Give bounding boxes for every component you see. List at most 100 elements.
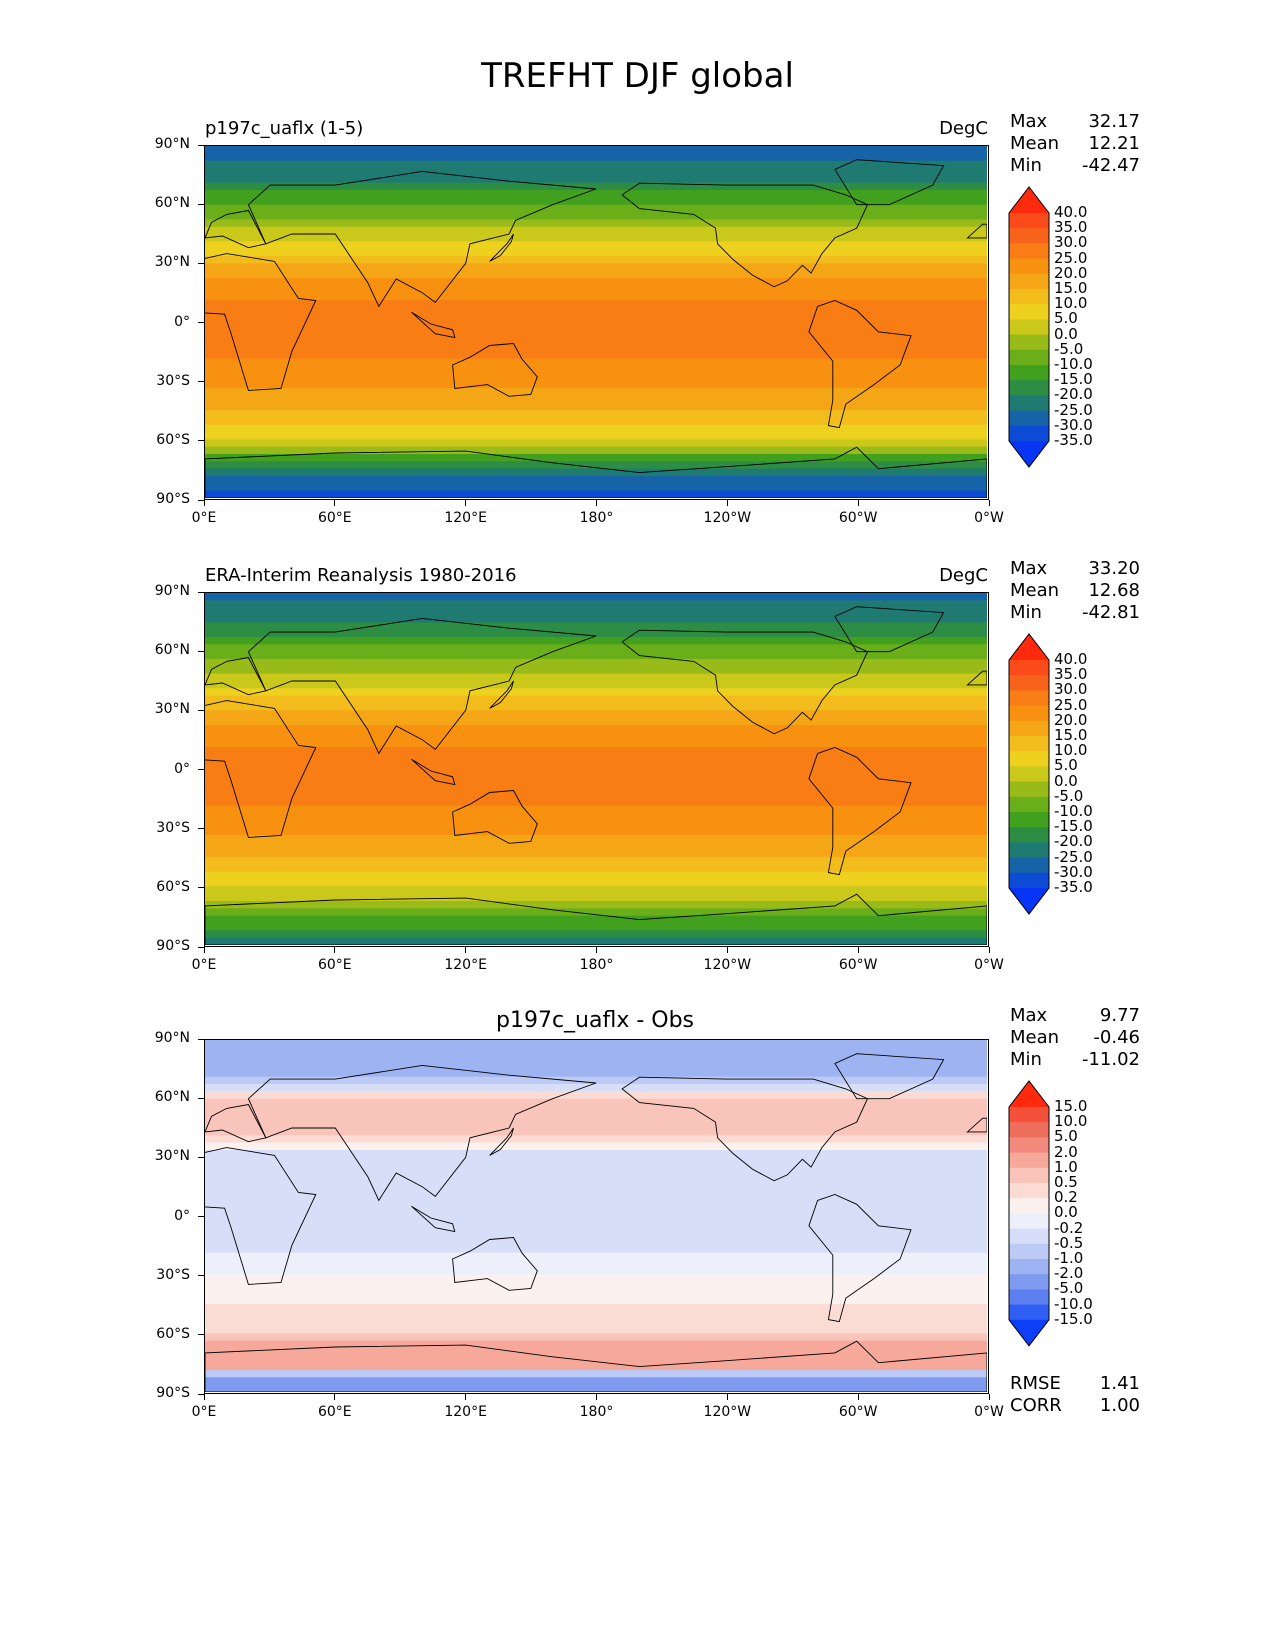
colorbar-segment	[1009, 842, 1049, 859]
latitude-band	[205, 468, 987, 477]
latitude-band	[205, 1186, 987, 1195]
map-field	[205, 146, 987, 498]
stat-mean: Mean -0.46	[1010, 1027, 1140, 1048]
latitude-band	[205, 695, 987, 704]
colorbar-outline	[1008, 1080, 1050, 1347]
x-tick-mark	[596, 500, 597, 506]
figure-title: TREFHT DJF global	[481, 56, 794, 96]
latitude-band	[205, 1150, 987, 1158]
x-tick-label: 60°W	[838, 510, 878, 526]
latitude-band	[205, 842, 987, 851]
x-tick-label: 60°W	[838, 1404, 878, 1420]
latitude-band	[205, 1069, 987, 1078]
x-tick-mark	[203, 947, 205, 953]
latitude-band	[205, 651, 987, 660]
latitude-band	[205, 600, 987, 609]
y-tick-label: 90°S	[156, 491, 190, 507]
x-tick-label: 120°E	[444, 1404, 487, 1420]
x-tick-mark	[988, 947, 990, 953]
colorbar-tick-label: 15.0	[1054, 279, 1088, 297]
colorbar-segment	[1009, 1107, 1049, 1123]
latitude-band	[205, 1384, 987, 1392]
coastline	[205, 1147, 317, 1285]
panel-1-title: p197c_uaflx (1-5)	[205, 118, 364, 139]
coastline	[205, 1103, 267, 1143]
latitude-band	[205, 490, 987, 498]
latitude-band	[205, 454, 987, 462]
latitude-band	[205, 732, 987, 741]
colorbar-segment	[1009, 1259, 1049, 1275]
latitude-band	[205, 402, 987, 411]
latitude-band	[205, 725, 987, 733]
latitude-band	[205, 739, 987, 748]
colorbar-segment	[1009, 395, 1049, 412]
y-tick-mark	[198, 887, 204, 889]
latitude-band	[205, 1326, 987, 1334]
y-tick-mark	[198, 1393, 204, 1395]
colorbar-segment	[1009, 766, 1049, 783]
latitude-band	[205, 190, 987, 198]
latitude-band	[205, 820, 987, 829]
latitude-band	[205, 901, 987, 909]
latitude-band	[205, 637, 987, 645]
latitude-band	[205, 1164, 987, 1173]
colorbar-extend-max	[1009, 634, 1049, 660]
colorbar-tick-label: -25.0	[1054, 847, 1093, 866]
colorbar-tick-label: 1.0	[1054, 1157, 1078, 1176]
latitude-band	[205, 593, 987, 601]
y-tick-mark	[198, 1275, 204, 1277]
colorbar-segment	[1009, 1122, 1049, 1138]
latitude-band	[205, 358, 987, 367]
colorbar-tick-label: 25.0	[1054, 695, 1088, 714]
y-tick-label: 30°S	[156, 819, 190, 836]
coastline	[834, 606, 945, 653]
colorbar-tick-label: 40.0	[1054, 650, 1088, 668]
colorbar-graphic	[1008, 186, 1050, 468]
x-tick-label: 0°E	[191, 1404, 217, 1420]
latitude-band	[205, 1216, 987, 1224]
colorbar-segment	[1009, 736, 1049, 752]
latitude-band	[205, 871, 987, 880]
colorbar-segment	[1009, 410, 1049, 427]
latitude-band	[205, 336, 987, 345]
latitude-band	[205, 659, 987, 667]
colorbar-segment	[1009, 857, 1049, 874]
latitude-band	[205, 329, 987, 338]
x-tick-label: 0°E	[191, 957, 217, 973]
colorbar-segment	[1009, 1213, 1049, 1230]
latitude-band	[205, 798, 987, 807]
colorbar-segment	[1009, 690, 1049, 707]
colorbar-outline	[1008, 186, 1050, 468]
colorbar-tick-label: 10.0	[1054, 741, 1088, 760]
latitude-band	[205, 146, 987, 154]
stat-mean: Mean 12.21	[1010, 133, 1140, 154]
y-tick-label: 60°S	[156, 431, 190, 448]
stat-max: Max 9.77	[1010, 1005, 1140, 1026]
latitude-band	[205, 351, 987, 360]
latitude-band	[205, 857, 987, 865]
x-tick-mark	[726, 500, 728, 506]
x-tick-label: 0°W	[974, 1404, 1004, 1420]
coastline	[247, 170, 597, 308]
colorbar-tick-label: -15.0	[1054, 817, 1093, 836]
x-tick-mark	[857, 947, 859, 953]
coastline	[489, 1127, 514, 1156]
colorbar-segment	[1009, 213, 1049, 229]
latitude-band	[205, 270, 987, 279]
colorbar-segment	[1009, 1304, 1049, 1321]
coastline	[205, 656, 267, 696]
colorbar-segment	[1009, 1152, 1049, 1169]
colorbar-segment	[1009, 1198, 1049, 1214]
latitude-band	[205, 424, 987, 433]
latitude-band	[205, 410, 987, 418]
latitude-band	[205, 1282, 987, 1290]
latitude-band	[205, 204, 987, 213]
y-tick-label: 60°S	[156, 878, 190, 895]
x-tick-label: 0°W	[974, 510, 1004, 526]
colorbar-tick-label: 30.0	[1054, 680, 1088, 699]
x-tick-mark	[988, 500, 990, 506]
latitude-band	[205, 373, 987, 382]
latitude-band	[205, 1238, 987, 1246]
colorbar-segment	[1009, 827, 1049, 843]
x-tick-mark	[596, 947, 597, 953]
